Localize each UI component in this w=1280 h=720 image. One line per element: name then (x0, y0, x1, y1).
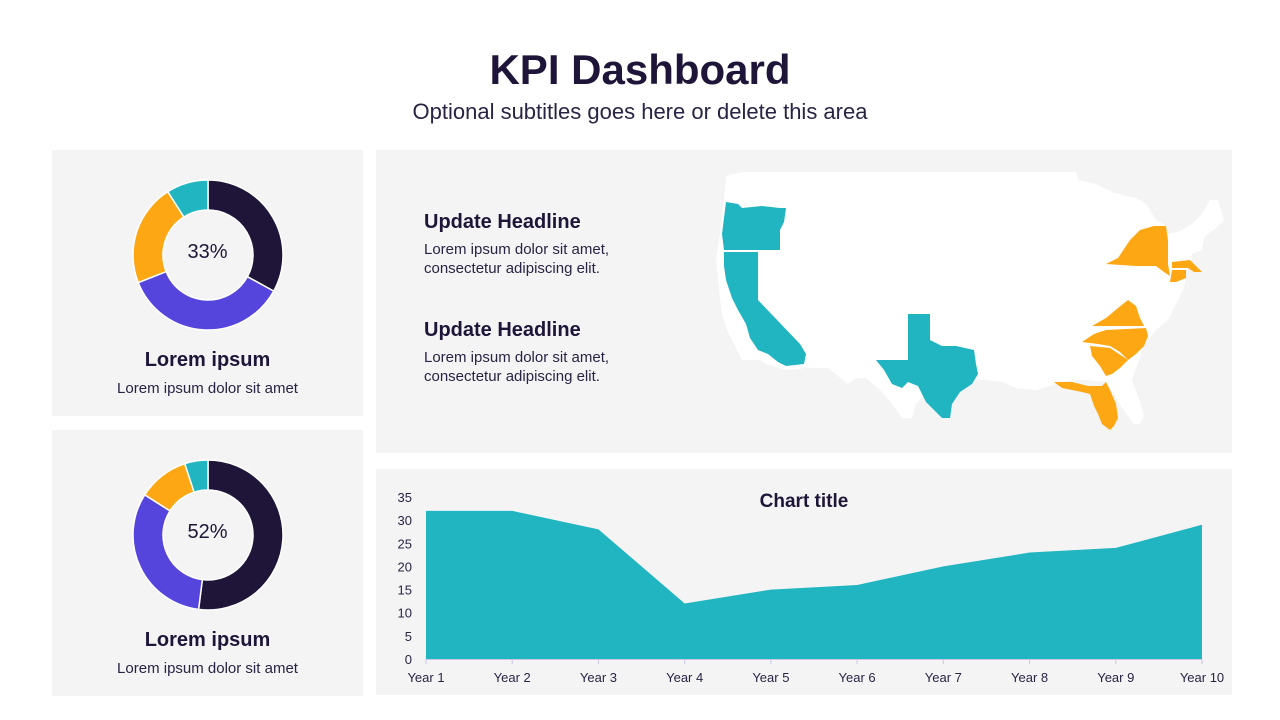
headline-2-body: Lorem ipsum dolor sit amet, consectetur … (424, 348, 684, 386)
area-chart: Chart title 0 5 10 15 20 25 30 35 Year 1 Year 2 Ye… (398, 490, 1225, 685)
chart-title: Chart title (760, 491, 849, 512)
donut-segment (183, 459, 209, 494)
y-tick-label: 35 (398, 490, 412, 505)
y-tick-label: 15 (398, 583, 412, 598)
x-tick-label: Year 8 (1011, 670, 1048, 685)
body-line: consectetur adipiscing elit. (424, 260, 600, 277)
state-texas (876, 314, 978, 418)
body-line: Lorem ipsum dolor sit amet, (424, 241, 610, 258)
us-map (716, 172, 1224, 430)
page-title: KPI Dashboard (489, 46, 791, 93)
donut-segment (132, 493, 204, 611)
area-series (426, 510, 1202, 659)
state-california (724, 252, 806, 366)
kpi-description: Lorem ipsum dolor sit amet (117, 380, 298, 397)
x-tick-label: Year 7 (925, 670, 962, 685)
x-tick-label: Year 5 (752, 670, 789, 685)
body-line: Lorem ipsum dolor sit amet, (424, 349, 610, 366)
kpi-card-2: 52% Lorem ipsum Lorem ipsum dolor sit am… (52, 430, 363, 696)
donut-segment (137, 270, 275, 331)
kpi-title: Lorem ipsum (144, 349, 271, 371)
x-tick-label: Year 2 (494, 670, 531, 685)
y-tick-label: 5 (405, 629, 412, 644)
y-tick-label: 10 (398, 606, 412, 621)
donut-chart-1 (132, 179, 284, 331)
y-tick-label: 30 (398, 513, 412, 528)
x-tick-label: Year 6 (839, 670, 876, 685)
state-connecticut (1170, 270, 1186, 282)
state-new-york (1106, 226, 1170, 276)
kpi-description: Lorem ipsum dolor sit amet (117, 660, 298, 677)
kpi-title: Lorem ipsum (144, 629, 271, 651)
area-chart-panel: Chart title 0 5 10 15 20 25 30 35 Year 1 Year 2 Ye… (376, 469, 1232, 695)
y-tick-label: 25 (398, 536, 412, 551)
headline-2: Update Headline (424, 319, 581, 341)
donut-center-label: 33% (187, 241, 228, 263)
y-tick-label: 20 (398, 559, 412, 574)
state-oregon (722, 202, 786, 250)
map-panel: Update Headline Lorem ipsum dolor sit am… (376, 150, 1232, 453)
headline-1-body: Lorem ipsum dolor sit amet, consectetur … (424, 240, 684, 278)
body-line: consectetur adipiscing elit. (424, 368, 600, 385)
x-tick-label: Year 10 (1180, 670, 1224, 685)
x-tick-label: Year 4 (666, 670, 703, 685)
us-map-base (716, 172, 1224, 424)
donut-segment (166, 179, 209, 219)
donut-center-label: 52% (187, 521, 228, 543)
state-north-carolina (1082, 328, 1148, 360)
state-florida (1054, 382, 1118, 430)
state-virginia (1092, 300, 1144, 326)
donut-chart-2 (132, 459, 284, 611)
donut-segment (197, 459, 284, 611)
y-tick-label: 0 (405, 652, 412, 667)
x-tick-label: Year 9 (1097, 670, 1134, 685)
state-south-carolina (1090, 346, 1128, 376)
headline-1: Update Headline (424, 211, 581, 233)
x-tick-label: Year 1 (407, 670, 444, 685)
kpi-card-1: 33% Lorem ipsum Lorem ipsum dolor sit am… (52, 150, 363, 416)
page-subtitle: Optional subtitles goes here or delete t… (412, 99, 868, 124)
donut-segment (207, 179, 284, 293)
state-massachusetts (1172, 260, 1202, 272)
x-tick-label: Year 3 (580, 670, 617, 685)
